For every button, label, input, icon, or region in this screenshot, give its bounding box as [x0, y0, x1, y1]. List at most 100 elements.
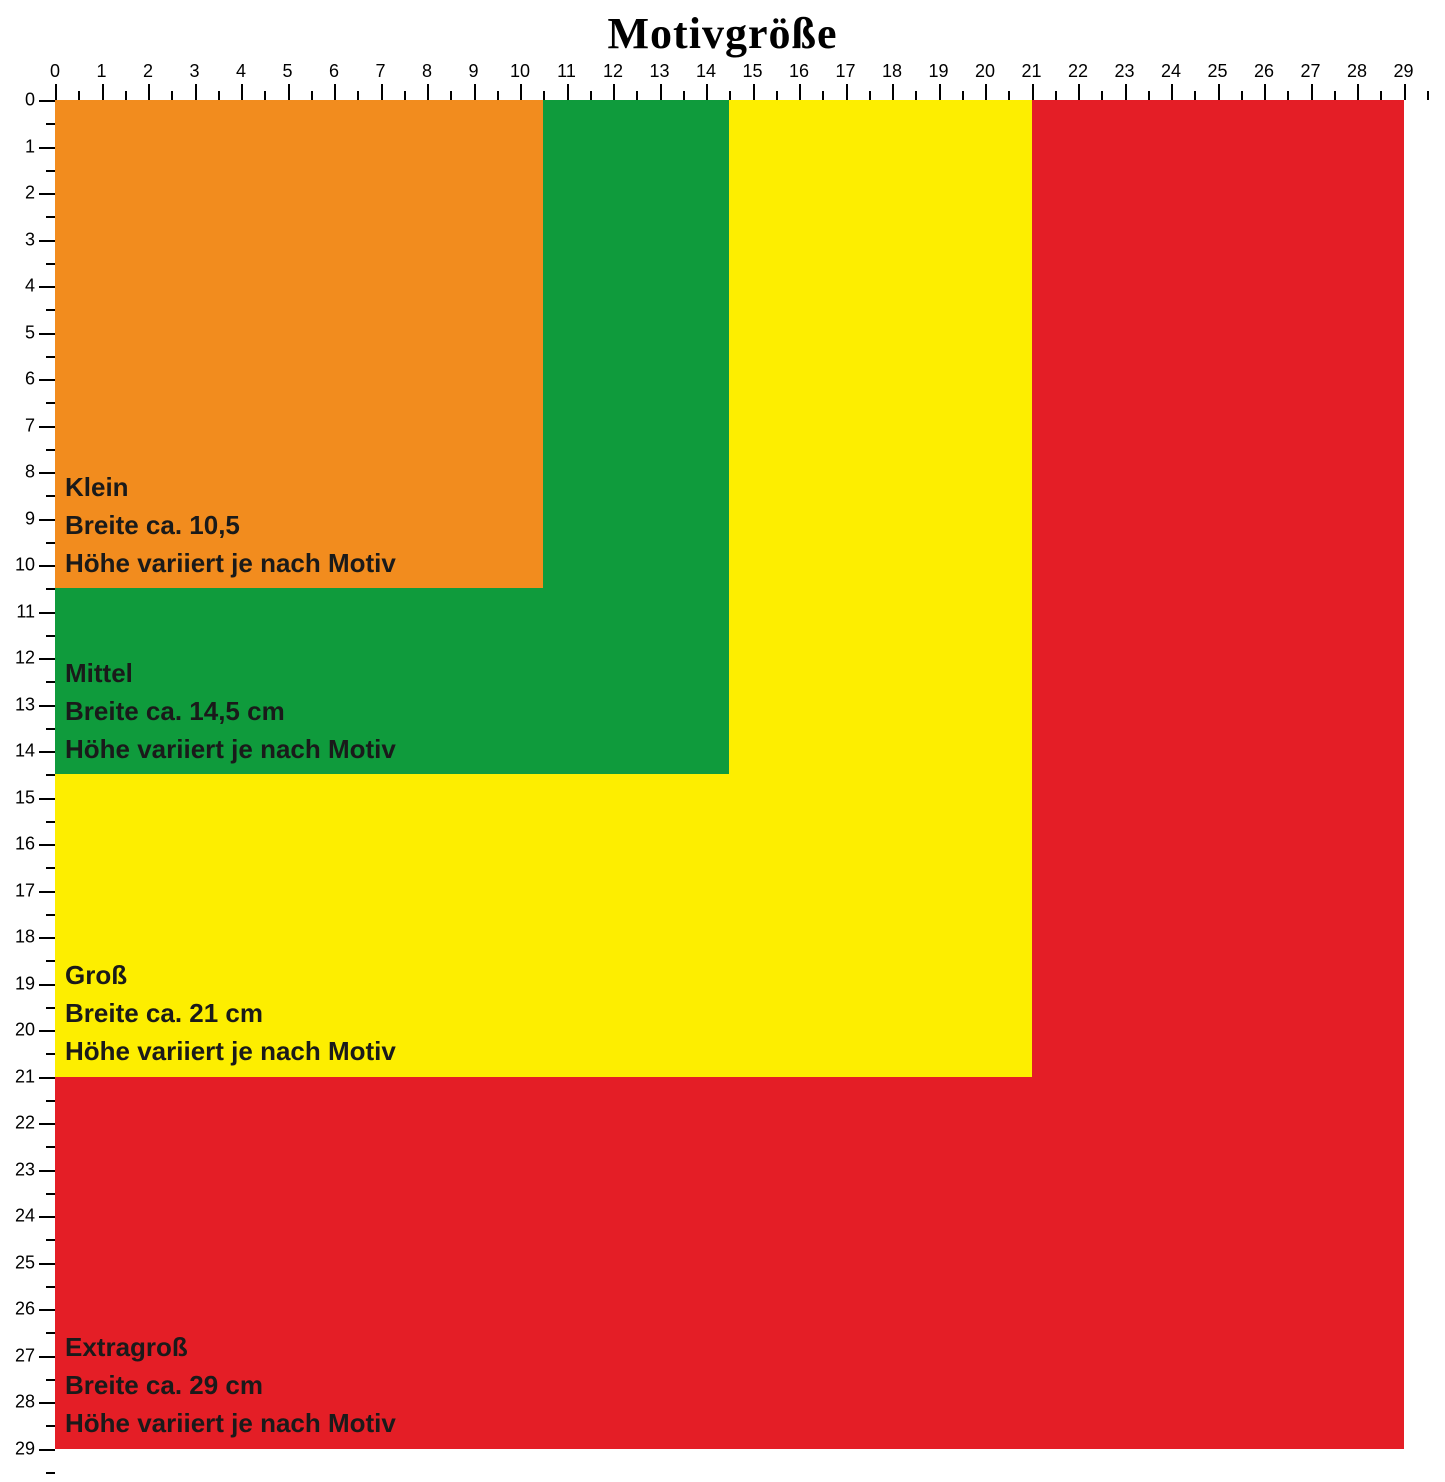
ruler-h-tick-minor: [776, 91, 778, 100]
ruler-v-tick-minor: [46, 1332, 55, 1334]
ruler-v-tick-major: [39, 844, 55, 846]
ruler-h-tick-minor: [1380, 91, 1382, 100]
ruler-h-tick-minor: [1055, 91, 1057, 100]
ruler-h-tick-minor: [590, 91, 592, 100]
ruler-v-tick-major: [39, 612, 55, 614]
ruler-v-label: 16: [15, 834, 35, 855]
ruler-v-tick-minor: [46, 1193, 55, 1195]
ruler-v-tick-major: [39, 1402, 55, 1404]
size-height-line: Höhe variiert je nach Motiv: [65, 1033, 396, 1071]
ruler-h-label: 23: [1114, 61, 1134, 82]
ruler-h-tick-major: [148, 84, 150, 100]
ruler-v-label: 27: [15, 1345, 35, 1366]
ruler-h-tick-minor: [636, 91, 638, 100]
ruler-v-tick-minor: [46, 542, 55, 544]
ruler-v-label: 18: [15, 927, 35, 948]
ruler-v-label: 19: [15, 973, 35, 994]
ruler-h-tick-major: [1032, 84, 1034, 100]
ruler-h-tick-minor: [1427, 91, 1429, 100]
ruler-h-tick-major: [1357, 84, 1359, 100]
ruler-v-tick-minor: [46, 1379, 55, 1381]
ruler-v-tick-major: [39, 333, 55, 335]
ruler-v-tick-minor: [46, 867, 55, 869]
ruler-v-tick-minor: [46, 170, 55, 172]
ruler-h-label: 29: [1393, 61, 1413, 82]
ruler-h-tick-major: [985, 84, 987, 100]
ruler-v-label: 22: [15, 1113, 35, 1134]
ruler-v-label: 24: [15, 1206, 35, 1227]
ruler-h-tick-major: [753, 84, 755, 100]
ruler-h-label: 5: [282, 61, 292, 82]
size-name: Groß: [65, 957, 396, 995]
ruler-h-label: 21: [1021, 61, 1041, 82]
ruler-h-tick-minor: [404, 91, 406, 100]
ruler-v-tick-major: [39, 1449, 55, 1451]
ruler-v-tick-major: [39, 1030, 55, 1032]
ruler-v-label: 0: [25, 90, 35, 111]
ruler-v-tick-major: [39, 1263, 55, 1265]
size-height-line: Höhe variiert je nach Motiv: [65, 545, 396, 583]
ruler-v-label: 17: [15, 880, 35, 901]
ruler-h-tick-major: [288, 84, 290, 100]
ruler-v-label: 5: [25, 322, 35, 343]
ruler-h-tick-major: [1171, 84, 1173, 100]
ruler-v-label: 15: [15, 787, 35, 808]
ruler-v-label: 26: [15, 1299, 35, 1320]
page-title: Motivgröße: [0, 8, 1445, 59]
ruler-v-tick-minor: [46, 681, 55, 683]
ruler-h-tick-major: [892, 84, 894, 100]
ruler-v-tick-minor: [46, 728, 55, 730]
ruler-v-label: 1: [25, 136, 35, 157]
ruler-v-tick-major: [39, 472, 55, 474]
ruler-v-tick-major: [39, 519, 55, 521]
ruler-v-tick-minor: [46, 1007, 55, 1009]
ruler-h-tick-major: [1264, 84, 1266, 100]
ruler-v-tick-major: [39, 379, 55, 381]
size-label-gross: GroßBreite ca. 21 cmHöhe variiert je nac…: [65, 957, 396, 1070]
ruler-v-tick-major: [39, 658, 55, 660]
ruler-h-label: 11: [557, 61, 576, 82]
ruler-h-tick-major: [613, 84, 615, 100]
ruler-v-label: 10: [15, 555, 35, 576]
ruler-v-tick-minor: [46, 123, 55, 125]
ruler-v-label: 11: [16, 601, 35, 622]
ruler-h-tick-minor: [1241, 91, 1243, 100]
ruler-h-tick-major: [55, 84, 57, 100]
ruler-h-tick-major: [1404, 84, 1406, 100]
ruler-h-tick-major: [799, 84, 801, 100]
ruler-h-label: 4: [236, 61, 246, 82]
ruler-h-label: 20: [975, 61, 995, 82]
ruler-v-tick-minor: [46, 960, 55, 962]
ruler-v-label: 3: [25, 229, 35, 250]
ruler-v-tick-major: [39, 565, 55, 567]
ruler-v-tick-major: [39, 1216, 55, 1218]
ruler-v-tick-major: [39, 705, 55, 707]
size-name: Mittel: [65, 655, 396, 693]
ruler-v-tick-major: [39, 426, 55, 428]
ruler-v-tick-major: [39, 891, 55, 893]
ruler-h-tick-major: [846, 84, 848, 100]
ruler-v-label: 29: [15, 1438, 35, 1459]
size-width-line: Breite ca. 10,5: [65, 507, 396, 545]
ruler-h-label: 16: [789, 61, 809, 82]
ruler-v-tick-major: [39, 147, 55, 149]
ruler-v-tick-major: [39, 1077, 55, 1079]
ruler-v-tick-major: [39, 937, 55, 939]
ruler-h-label: 1: [96, 61, 106, 82]
ruler-h-tick-major: [102, 84, 104, 100]
ruler-h-tick-minor: [125, 91, 127, 100]
ruler-v-label: 28: [15, 1392, 35, 1413]
ruler-v-tick-minor: [46, 309, 55, 311]
ruler-h-tick-major: [939, 84, 941, 100]
ruler-h-tick-minor: [171, 91, 173, 100]
ruler-v-label: 23: [15, 1159, 35, 1180]
ruler-v-label: 12: [15, 648, 35, 669]
ruler-h-label: 22: [1068, 61, 1088, 82]
ruler-v-label: 2: [25, 183, 35, 204]
ruler-v-tick-major: [39, 100, 55, 102]
ruler-h-label: 25: [1207, 61, 1227, 82]
ruler-h-tick-major: [706, 84, 708, 100]
ruler-v-tick-minor: [46, 356, 55, 358]
ruler-horizontal: 0123456789101112131415161718192021222324…: [55, 60, 1437, 100]
ruler-v-tick-minor: [46, 635, 55, 637]
